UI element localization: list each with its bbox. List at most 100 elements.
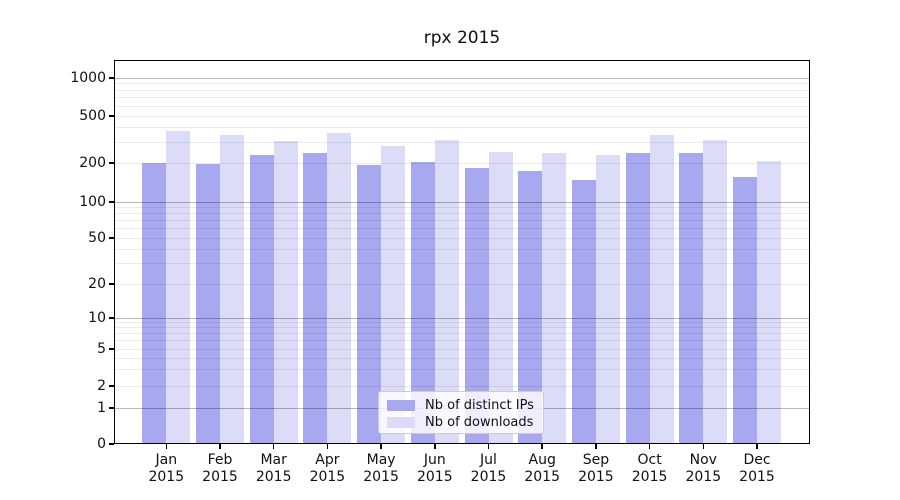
minor-gridline: [114, 322, 810, 324]
x-tick-label-line: Sep: [582, 452, 610, 468]
minor-gridline: [114, 206, 810, 208]
bar-downloads-jan: [166, 130, 191, 444]
legend-label: Nb of downloads: [425, 415, 534, 430]
y-tick-mark: [109, 443, 114, 445]
minor-gridline: [114, 141, 810, 143]
minor-gridline: [114, 263, 810, 265]
x-tick-label: Dec 2015: [727, 452, 787, 486]
minor-gridline: [114, 340, 810, 342]
x-tick-mark: [487, 444, 490, 449]
x-tick-label-line: Aug: [528, 452, 556, 468]
x-tick-label-line: 2015: [524, 469, 560, 485]
y-tick-label: 100: [79, 194, 106, 210]
x-tick-label: Nov 2015: [673, 452, 733, 486]
x-tick-label: Jan 2015: [136, 452, 196, 486]
x-tick-label-line: 2015: [631, 469, 668, 485]
y-tick-mark: [109, 162, 114, 164]
minor-gridline: [114, 228, 810, 230]
minor-gridline: [114, 385, 810, 387]
minor-gridline: [114, 333, 810, 335]
legend-item-downloads: Nb of downloads: [387, 414, 535, 431]
major-gridline: [114, 201, 810, 203]
y-tick-mark: [109, 407, 114, 409]
x-tick-label-line: 2015: [202, 469, 238, 485]
y-tick-label: 1: [97, 400, 106, 416]
chart-title: rpx 2015: [423, 28, 501, 48]
x-tick-mark: [595, 444, 597, 449]
y-tick-mark: [109, 385, 114, 387]
bar-downloads-dec: [757, 161, 781, 444]
bar-downloads-mar: [273, 141, 298, 444]
x-tick-mark: [219, 444, 221, 449]
minor-gridline: [114, 348, 810, 350]
minor-gridline: [114, 283, 810, 285]
x-tick-label-line: 2015: [363, 469, 399, 485]
y-tick-mark: [109, 77, 114, 79]
x-tick-mark: [756, 444, 758, 449]
y-tick-mark: [109, 348, 114, 350]
minor-gridline: [114, 89, 810, 91]
x-tick-label-line: 2015: [578, 469, 614, 485]
x-tick-label: Jun 2015: [405, 452, 465, 486]
x-tick-label-line: 2015: [148, 469, 185, 485]
x-tick-mark: [326, 444, 329, 449]
legend: Nb of distinct IPs Nb of downloads: [378, 391, 544, 434]
minor-gridline: [114, 357, 810, 359]
x-tick-label-line: 2015: [470, 469, 507, 485]
bar-ips-nov: [679, 153, 704, 444]
minor-gridline: [114, 126, 810, 128]
bar-downloads-apr: [327, 133, 352, 444]
x-tick-label-line: 2015: [255, 469, 292, 485]
y-tick-mark: [109, 115, 114, 117]
bar-ips-feb: [196, 163, 220, 444]
x-tick-label: Apr 2015: [297, 452, 357, 486]
y-tick-mark: [109, 237, 114, 239]
x-tick-label: Jul 2015: [459, 452, 519, 486]
x-tick-label-line: Apr: [315, 452, 340, 468]
bar-ips-oct: [625, 152, 650, 444]
bar-ips-sep: [571, 179, 596, 444]
bar-downloads-nov: [703, 140, 728, 444]
x-tick-label: Aug 2015: [512, 452, 572, 486]
y-tick-mark: [109, 201, 114, 203]
bar-downloads-feb: [220, 135, 244, 444]
minor-gridline: [114, 220, 810, 222]
legend-item-distinct-ips: Nb of distinct IPs: [387, 397, 535, 414]
minor-gridline: [114, 115, 810, 117]
y-tick-label: 10: [88, 310, 106, 326]
legend-swatch-downloads: [387, 417, 415, 428]
x-tick-mark: [380, 444, 382, 449]
x-tick-label-line: 2015: [685, 469, 722, 485]
y-tick-label: 5: [97, 341, 106, 357]
x-tick-label: Sep 2015: [566, 452, 626, 486]
y-tick-label: 2: [97, 378, 106, 394]
x-tick-label-line: May: [366, 452, 396, 468]
bar-ips-mar: [249, 155, 274, 444]
minor-gridline: [114, 237, 810, 239]
y-tick-label: 50: [88, 230, 106, 246]
x-tick-label-line: Jan: [155, 452, 178, 468]
x-tick-label: Mar 2015: [244, 452, 304, 486]
x-tick-label-line: Dec: [743, 452, 771, 468]
x-tick-label-line: Jul: [480, 452, 497, 468]
y-tick-label: 0: [97, 436, 106, 452]
y-tick-label: 500: [79, 108, 106, 124]
x-tick-label: May 2015: [351, 452, 411, 486]
x-tick-mark: [272, 444, 275, 449]
minor-gridline: [114, 162, 810, 164]
minor-gridline: [114, 213, 810, 215]
x-tick-label-line: Nov: [689, 452, 717, 468]
bar-downloads-aug: [542, 153, 567, 444]
minor-gridline: [114, 248, 810, 250]
x-tick-label: Oct 2015: [620, 452, 680, 486]
y-tick-mark: [109, 283, 114, 285]
minor-gridline: [114, 105, 810, 107]
minor-gridline: [114, 327, 810, 329]
x-tick-mark: [648, 444, 651, 449]
x-tick-label-line: Mar: [260, 452, 287, 468]
y-tick-mark: [109, 317, 114, 319]
bar-ips-jan: [142, 163, 167, 444]
bar-ips-dec: [733, 177, 757, 444]
x-tick-label-line: Jun: [423, 452, 446, 468]
